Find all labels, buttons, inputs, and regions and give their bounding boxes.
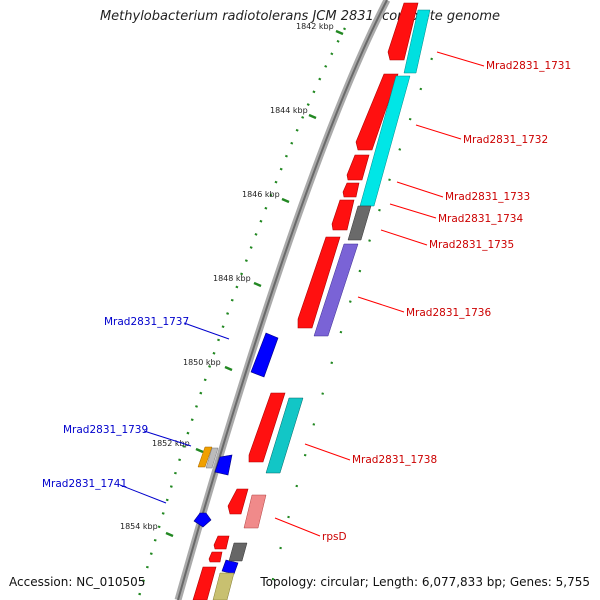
cds-feature-lower-3 — [192, 566, 217, 600]
genome-backbone-inner — [177, 0, 388, 600]
tick-1844 — [308, 113, 317, 120]
gene-label-1733[interactable]: Mrad2831_1733 — [445, 191, 530, 203]
cds-feature-1732 — [355, 73, 399, 151]
tick-label-1854: 1854 kbp — [120, 522, 158, 531]
callout-lines-reverse — [119, 322, 230, 504]
cds-feature-1733 — [346, 154, 370, 181]
tick-1842 — [335, 29, 344, 36]
gene-label-1731[interactable]: Mrad2831_1731 — [486, 60, 571, 72]
tick-1846 — [281, 197, 290, 204]
cds-feature-1739 — [214, 454, 233, 476]
purple-feature-1736 — [313, 243, 359, 337]
tick-1850 — [224, 365, 233, 372]
cds-feature-lower-1 — [213, 535, 230, 550]
khaki-feature — [212, 572, 235, 600]
cds-feature-1737 — [250, 332, 279, 378]
gene-label-1741[interactable]: Mrad2831_1741 — [42, 478, 127, 490]
reverse-cds-track — [193, 332, 279, 575]
cyan-feature-1738 — [265, 397, 304, 474]
gene-label-rpsD[interactable]: rpsD — [322, 531, 347, 543]
cyan-feature-1732 — [359, 75, 411, 207]
cds-feature-1734a — [342, 182, 360, 198]
callout-lines-forward — [274, 51, 485, 537]
gene-label-1732[interactable]: Mrad2831_1732 — [463, 134, 548, 146]
scale-major-ticks — [165, 29, 344, 538]
cds-feature-1735 — [297, 236, 341, 329]
gene-label-1734[interactable]: Mrad2831_1734 — [438, 213, 523, 225]
gene-label-1738[interactable]: Mrad2831_1738 — [352, 454, 437, 466]
genome-summary-text: Topology: circular; Length: 6,077,833 bp… — [260, 575, 590, 589]
tick-label-1850: 1850 kbp — [183, 358, 221, 367]
gene-label-1736[interactable]: Mrad2831_1736 — [406, 307, 491, 319]
gray-feature-lower — [228, 542, 248, 562]
accession-text: Accession: NC_010505 — [9, 575, 146, 589]
gene-label-1737[interactable]: Mrad2831_1737 — [104, 316, 189, 328]
cds-feature-rpsD — [227, 488, 249, 515]
cds-feature-lower-blue — [221, 559, 239, 575]
cds-feature-lower-2 — [208, 551, 223, 563]
cds-feature-1741 — [193, 512, 212, 528]
tick-1848 — [253, 281, 262, 288]
tick-1852 — [195, 447, 204, 454]
pink-feature — [243, 494, 267, 529]
cyan-feature-1731 — [403, 9, 431, 74]
genome-backbone — [174, 0, 391, 600]
tick-label-1842: 1842 kbp — [296, 22, 334, 31]
orange-feature-1739 — [197, 446, 213, 468]
tick-label-1848: 1848 kbp — [213, 274, 251, 283]
gene-label-1739[interactable]: Mrad2831_1739 — [63, 424, 148, 436]
outer-dotted-ring — [266, 57, 434, 600]
tick-1854 — [165, 531, 174, 538]
cds-feature-1731 — [387, 2, 419, 61]
other-features-track — [197, 9, 431, 600]
forward-cds-track — [192, 2, 419, 600]
tick-label-1852: 1852 kbp — [152, 439, 190, 448]
cds-feature-1738a — [248, 392, 286, 463]
gray-feature-1734 — [347, 205, 372, 241]
tick-label-1846: 1846 kbp — [242, 190, 280, 199]
gene-label-1735[interactable]: Mrad2831_1735 — [429, 239, 514, 251]
tick-label-1844: 1844 kbp — [270, 106, 308, 115]
gray-light-feature — [205, 447, 219, 469]
cds-feature-1734b — [331, 199, 355, 231]
